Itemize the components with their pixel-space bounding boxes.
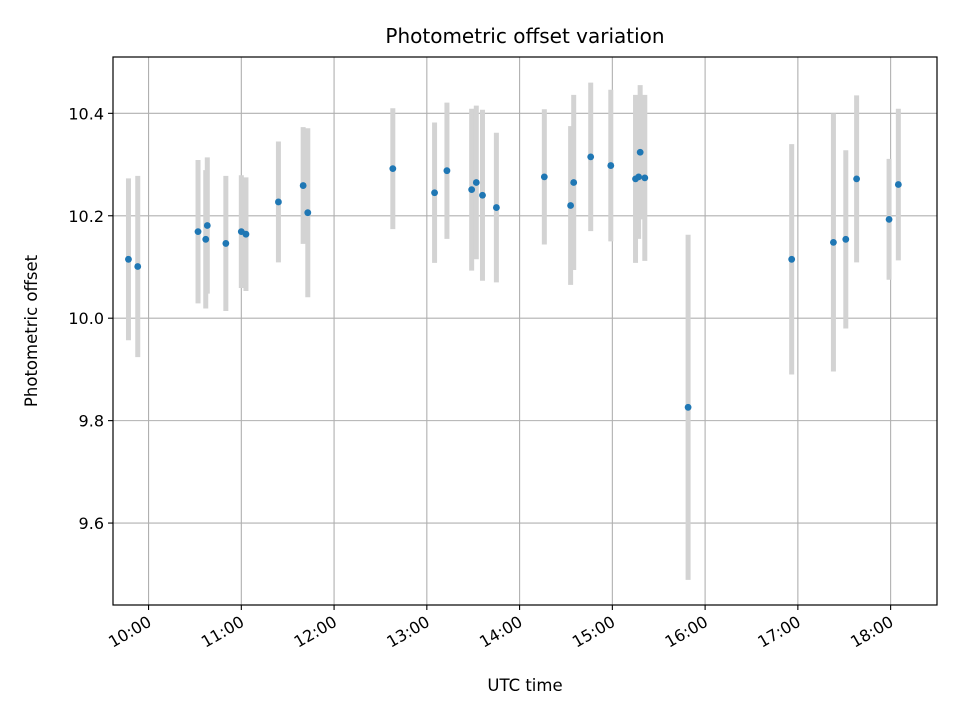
data-point: [304, 209, 312, 217]
data-point: [492, 204, 500, 211]
data-point: [607, 162, 615, 169]
data-point: [242, 230, 250, 238]
data-point: [587, 153, 595, 161]
data-point: [830, 238, 837, 246]
data-point: [885, 215, 893, 223]
plot-frame: [112, 56, 938, 606]
data-point: [389, 165, 397, 173]
data-point: [635, 173, 643, 181]
y-axis-ticks: 9.6 9.8 10.0 10.2 10.4: [68, 104, 113, 533]
data-point: [275, 198, 282, 206]
data-point: [222, 240, 230, 247]
y-tick-label: 9.8: [79, 412, 104, 431]
data-point: [636, 148, 644, 156]
data-point: [134, 263, 142, 270]
data-point: [203, 222, 211, 229]
y-tick-label: 9.6: [79, 514, 104, 533]
data-point: [299, 182, 307, 189]
x-axis-title: UTC time: [487, 676, 562, 695]
data-point: [641, 174, 649, 182]
y-axis-title: Photometric offset: [22, 254, 41, 407]
data-point: [194, 228, 202, 236]
data-point: [540, 173, 548, 181]
data-point: [788, 255, 796, 263]
data-point: [472, 179, 480, 186]
grid: [113, 57, 937, 605]
y-tick-label: 10.4: [68, 104, 104, 123]
data-point: [570, 179, 578, 186]
data-point: [842, 235, 850, 243]
data-point: [684, 403, 692, 411]
data-point: [443, 167, 451, 175]
chart-title: Photometric offset variation: [385, 24, 664, 48]
y-tick-label: 10.2: [68, 207, 104, 226]
data-point: [853, 175, 861, 183]
data-points: [125, 148, 902, 411]
y-tick-label: 10.0: [68, 309, 104, 328]
data-point: [479, 191, 486, 199]
data-point: [431, 189, 438, 197]
data-point: [202, 235, 210, 243]
data-point: [894, 181, 902, 188]
data-point: [468, 186, 476, 194]
data-point: [125, 255, 132, 263]
data-point: [567, 202, 575, 209]
